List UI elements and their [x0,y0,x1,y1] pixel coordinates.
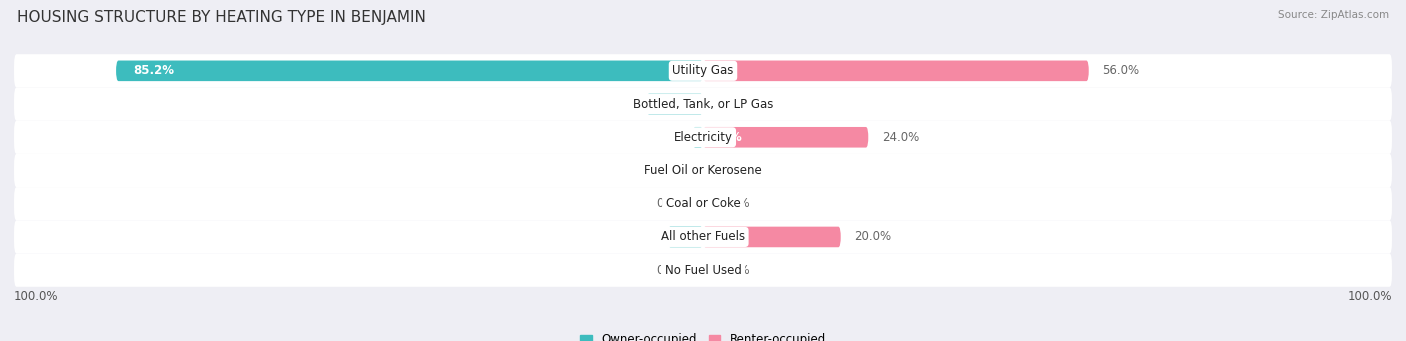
FancyBboxPatch shape [14,187,1392,220]
Text: Coal or Coke: Coal or Coke [665,197,741,210]
Text: 20.0%: 20.0% [855,231,891,243]
Text: 100.0%: 100.0% [1347,290,1392,302]
Text: 85.2%: 85.2% [134,64,174,77]
Text: 0.0%: 0.0% [657,264,686,277]
Text: 5.1%: 5.1% [685,231,718,243]
FancyBboxPatch shape [14,121,1392,154]
Text: 0.0%: 0.0% [720,164,749,177]
FancyBboxPatch shape [647,94,703,114]
FancyBboxPatch shape [693,127,703,148]
Text: 100.0%: 100.0% [14,290,59,302]
Text: 0.0%: 0.0% [720,197,749,210]
Text: 0.0%: 0.0% [657,164,686,177]
FancyBboxPatch shape [117,60,703,81]
Text: 56.0%: 56.0% [1102,64,1140,77]
FancyBboxPatch shape [14,220,1392,254]
Text: All other Fuels: All other Fuels [661,231,745,243]
FancyBboxPatch shape [668,227,703,247]
Text: No Fuel Used: No Fuel Used [665,264,741,277]
FancyBboxPatch shape [14,87,1392,121]
Text: 1.5%: 1.5% [710,131,742,144]
Text: Bottled, Tank, or LP Gas: Bottled, Tank, or LP Gas [633,98,773,110]
FancyBboxPatch shape [14,254,1392,287]
FancyBboxPatch shape [14,54,1392,87]
Text: HOUSING STRUCTURE BY HEATING TYPE IN BENJAMIN: HOUSING STRUCTURE BY HEATING TYPE IN BEN… [17,10,426,25]
FancyBboxPatch shape [703,227,841,247]
Text: 24.0%: 24.0% [882,131,920,144]
Text: 0.0%: 0.0% [720,264,749,277]
Text: 0.0%: 0.0% [657,197,686,210]
Legend: Owner-occupied, Renter-occupied: Owner-occupied, Renter-occupied [575,329,831,341]
Text: Utility Gas: Utility Gas [672,64,734,77]
Text: Fuel Oil or Kerosene: Fuel Oil or Kerosene [644,164,762,177]
FancyBboxPatch shape [703,127,869,148]
Text: Electricity: Electricity [673,131,733,144]
FancyBboxPatch shape [703,60,1088,81]
Text: Source: ZipAtlas.com: Source: ZipAtlas.com [1278,10,1389,20]
FancyBboxPatch shape [14,154,1392,187]
Text: 0.0%: 0.0% [720,98,749,110]
Text: 8.2%: 8.2% [664,98,696,110]
